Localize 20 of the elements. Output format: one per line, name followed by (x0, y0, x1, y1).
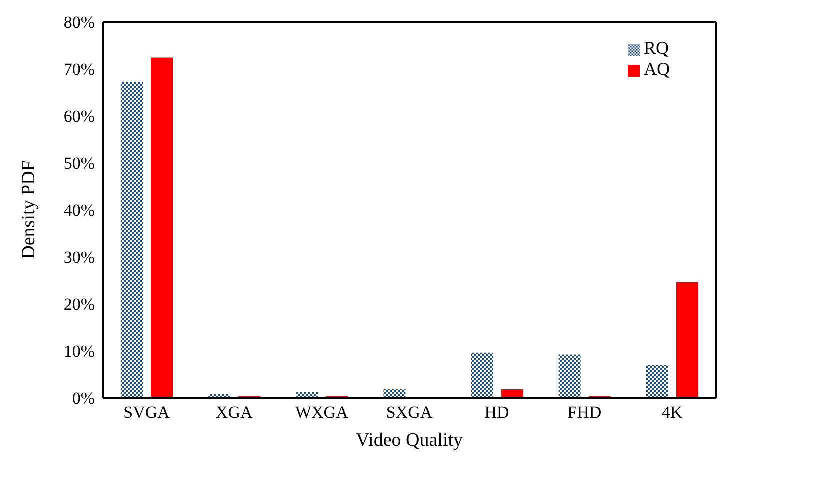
x-tick-label: WXGA (295, 403, 350, 422)
x-tick-label: SVGA (124, 403, 171, 422)
y-tick-label: 50% (64, 154, 95, 174)
y-tick-label: 60% (64, 107, 95, 126)
y-tick-label: 30% (64, 248, 95, 268)
y-tick-label: 10% (64, 342, 95, 362)
x-tick-label: 4K (662, 403, 684, 422)
x-tick-label: HD (484, 403, 510, 422)
x-axis-title: Video Quality (356, 430, 464, 451)
y-tick-label: 20% (64, 295, 95, 314)
legend-label: RQ (644, 38, 670, 58)
x-tick-label: XGA (216, 403, 254, 422)
y-tick-label: 80% (64, 13, 95, 32)
x-tick-label: SXGA (386, 403, 434, 422)
y-tick-label: 0% (72, 389, 95, 408)
y-tick-label: 70% (64, 60, 95, 80)
legend-label: AQ (644, 59, 670, 79)
x-tick-label: FHD (568, 403, 602, 422)
y-tick-label: 40% (64, 201, 95, 220)
y-axis-title: Density PDF (18, 160, 40, 260)
